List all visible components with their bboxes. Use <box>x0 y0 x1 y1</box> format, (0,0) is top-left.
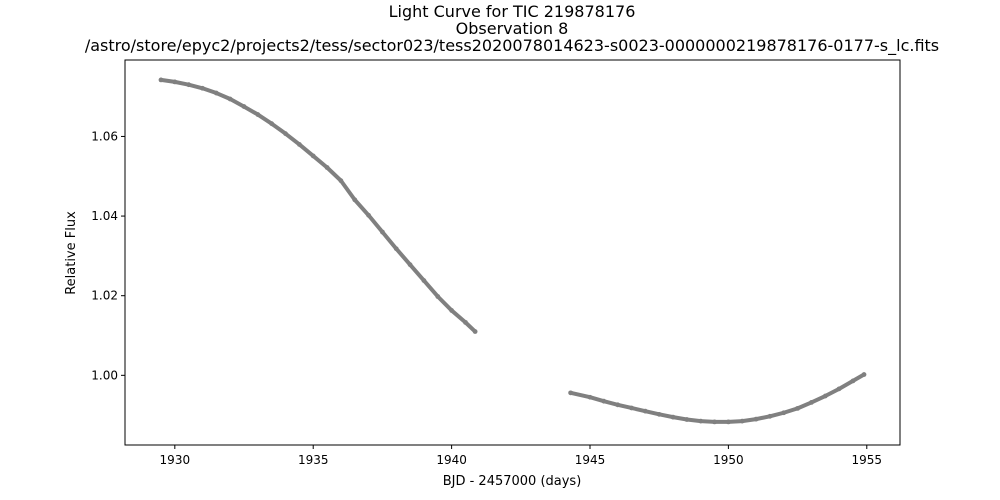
data-point <box>836 386 842 392</box>
y-tick-label: 1.04 <box>91 209 118 223</box>
data-point <box>568 390 574 396</box>
data-point <box>698 418 704 424</box>
data-point <box>200 85 205 91</box>
data-point <box>283 131 288 137</box>
light-curve-segment-1 <box>158 77 478 334</box>
data-point <box>642 408 648 414</box>
data-point <box>310 153 316 159</box>
plot-frame <box>124 59 901 446</box>
data-point <box>463 319 468 325</box>
x-tick-label: 1935 <box>298 453 329 467</box>
data-point <box>269 121 275 127</box>
x-tick-label: 1945 <box>575 453 606 467</box>
data-point <box>352 197 358 203</box>
data-point <box>809 399 814 405</box>
data-point <box>255 112 261 117</box>
data-point <box>767 413 773 419</box>
data-point <box>241 104 247 109</box>
data-point <box>338 178 344 184</box>
y-tick-label: 1.00 <box>91 368 118 382</box>
x-axis: 1930 1935 1940 1945 1950 1955 <box>160 445 883 467</box>
data-point <box>822 393 828 399</box>
data-point <box>158 77 164 83</box>
data-point <box>656 411 662 417</box>
data-point <box>227 96 233 102</box>
x-tick-label: 1950 <box>713 453 744 467</box>
data-point <box>407 262 413 268</box>
data-point <box>725 419 731 425</box>
data-point <box>421 278 427 283</box>
x-tick-label: 1940 <box>436 453 467 467</box>
data-point <box>172 79 178 85</box>
chart-title: Light Curve for TIC 219878176 Observatio… <box>85 2 939 56</box>
data-point <box>629 405 634 411</box>
data-point <box>449 308 455 313</box>
data-point <box>753 416 759 422</box>
data-point <box>850 378 856 384</box>
data-point <box>393 246 399 252</box>
data-point <box>795 405 800 411</box>
data-point <box>601 398 607 404</box>
data-point <box>324 165 330 170</box>
light-curve-segment-2 <box>568 372 867 424</box>
x-axis-label: BJD - 2457000 (days) <box>443 474 582 489</box>
data-point <box>739 418 745 424</box>
data-point <box>296 142 302 147</box>
y-axis: 1.00 1.02 1.04 1.06 <box>91 129 125 382</box>
data-point <box>186 82 192 88</box>
data-point <box>615 402 621 408</box>
x-tick-label: 1955 <box>852 453 883 467</box>
y-tick-label: 1.06 <box>91 129 118 143</box>
y-axis-label: Relative Flux <box>64 211 79 295</box>
y-tick-label: 1.02 <box>91 289 118 303</box>
data-point <box>781 410 787 416</box>
chart-title-line-3: /astro/store/epyc2/projects2/tess/sector… <box>85 36 939 56</box>
data-point <box>670 414 676 420</box>
chart-title-line-1: Light Curve for TIC 219878176 <box>389 2 636 21</box>
data-point <box>213 90 219 96</box>
chart-title-line-2: Observation 8 <box>456 19 569 38</box>
data-point <box>712 419 717 425</box>
x-tick-label: 1930 <box>160 453 191 467</box>
data-point <box>861 372 867 377</box>
data-point <box>380 229 385 235</box>
data-point <box>472 329 478 334</box>
data-points <box>158 77 867 425</box>
data-point <box>587 394 593 400</box>
data-point <box>435 294 441 299</box>
data-point <box>366 212 371 218</box>
data-point <box>684 417 690 422</box>
